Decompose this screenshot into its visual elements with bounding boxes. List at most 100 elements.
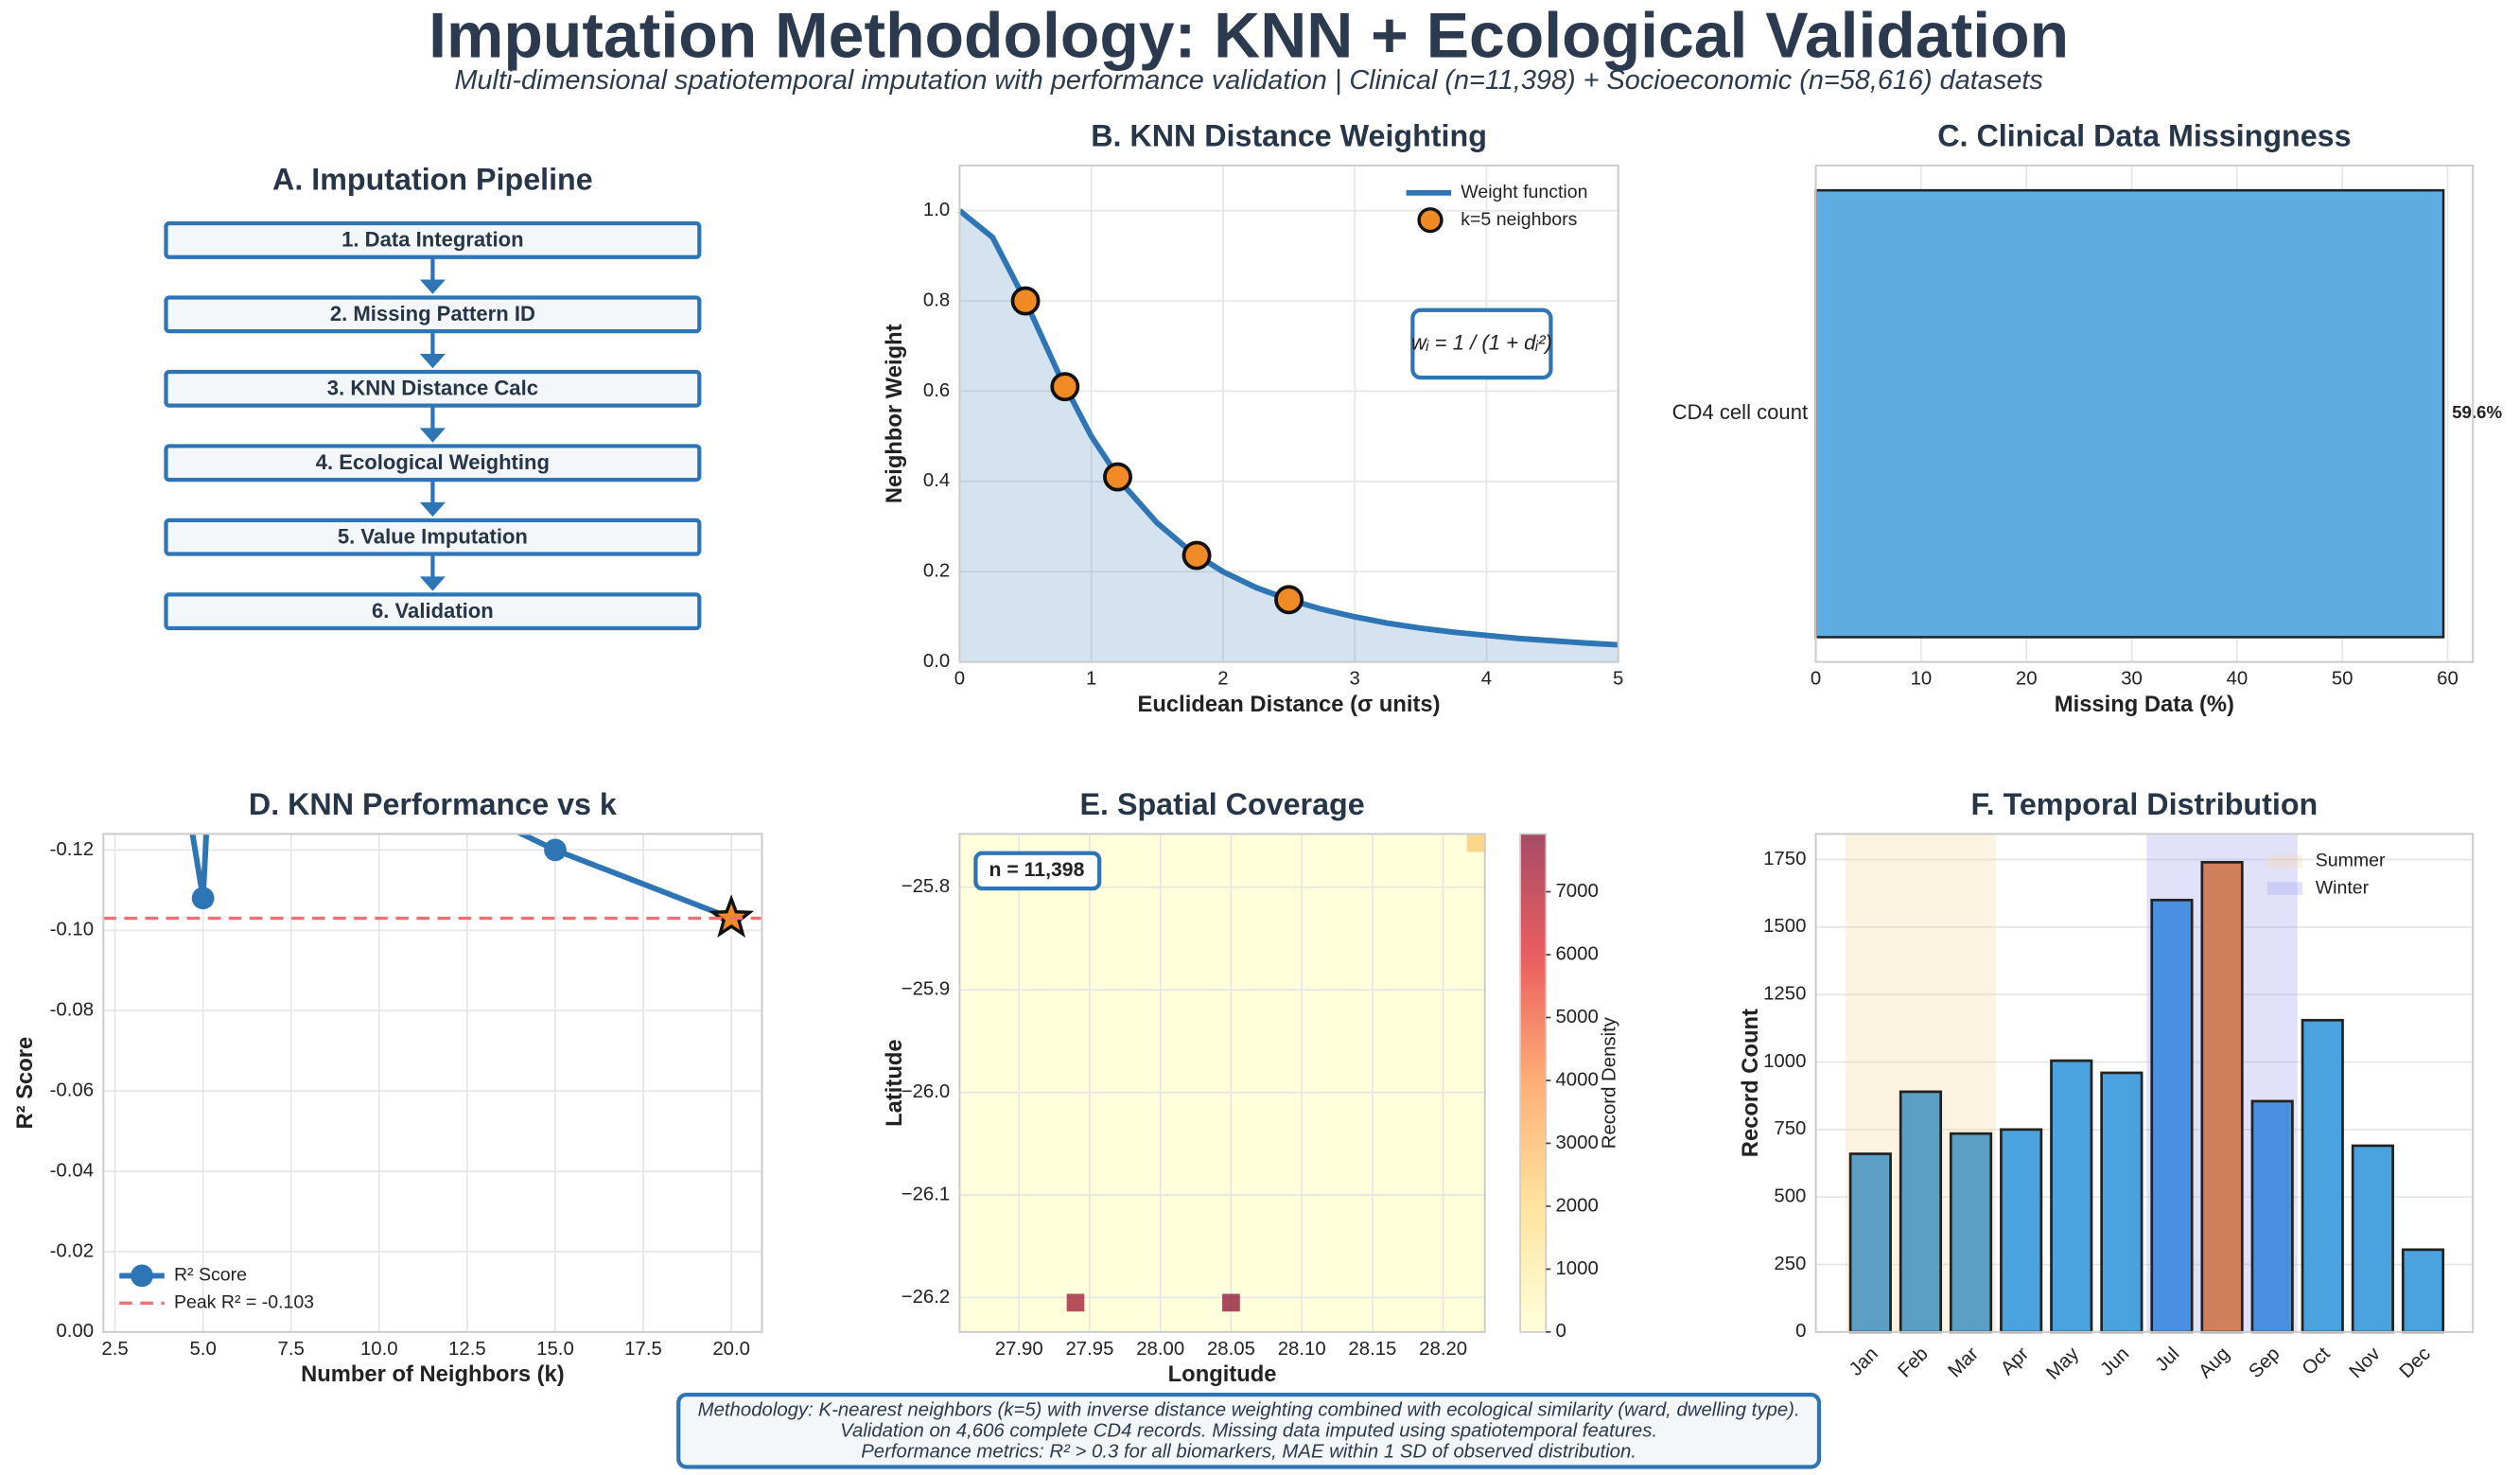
y-tick-label: -0.04	[50, 1160, 94, 1181]
x-tick-label: 2.5	[101, 1339, 128, 1360]
x-tick-label: 7.5	[278, 1339, 305, 1360]
y-tick-label: 0	[1795, 1321, 1806, 1342]
line-point	[368, 754, 391, 777]
x-axis-label: Euclidean Distance (σ units)	[1138, 692, 1441, 717]
footer-line: Performance metrics: R² > 0.3 for all bi…	[861, 1442, 1636, 1463]
legend-label: R² Score	[174, 1265, 247, 1286]
x-tick-label: 40	[2227, 669, 2249, 690]
step-label: 3. KNN Distance Calc	[327, 376, 538, 399]
x-tick-label: Jan	[1846, 1343, 1882, 1380]
bar	[1848, 1152, 1892, 1334]
figure-title: Imputation Methodology: KNN + Ecological…	[429, 0, 2069, 71]
x-tick-label: 27.95	[1065, 1339, 1113, 1360]
x-tick-label: 28.20	[1419, 1339, 1467, 1360]
bar	[2200, 860, 2244, 1334]
annotation: n = 11,398	[989, 859, 1085, 881]
plot-border	[102, 833, 763, 1333]
figure-subtitle: Multi-dimensional spatiotemporal imputat…	[454, 65, 2042, 96]
y-tick-label: 250	[1774, 1254, 1806, 1274]
x-tick-label: 60	[2437, 669, 2459, 690]
y-axis-label: Neighbor Weight	[882, 324, 907, 503]
x-tick-label: 2	[1217, 669, 1228, 690]
y-tick-label: 0.6	[923, 380, 950, 401]
x-tick-label: 50	[2332, 669, 2354, 690]
colorbar-label: Record Density	[1600, 1016, 1620, 1149]
colorbar-tick-label: 2000	[1555, 1195, 1598, 1216]
y-axis-label: Record Count	[1738, 1009, 1763, 1157]
line	[189, 834, 733, 922]
x-tick-label: Nov	[2346, 1343, 2386, 1382]
x-tick-label: 10.0	[360, 1339, 398, 1360]
legend-label: Winter	[2316, 877, 2370, 898]
x-axis-label: Longitude	[1168, 1361, 1277, 1387]
y-tick-label: 1750	[1763, 849, 1806, 869]
x-tick-label: 10	[1911, 669, 1933, 690]
value-label: 59.6%	[2452, 402, 2502, 422]
heatmap-background	[959, 834, 1485, 1332]
plot-border	[958, 164, 1619, 663]
legend-label: Peak R² = -0.103	[174, 1291, 314, 1312]
y-tick-label: -0.12	[50, 839, 94, 860]
step-arrowhead	[419, 576, 446, 591]
legend-marker	[1417, 207, 1444, 234]
heatmap-cell	[1466, 834, 1485, 852]
y-tick-label: 1000	[1763, 1051, 1806, 1072]
x-tick-label: Oct	[2299, 1343, 2335, 1379]
scatter-point	[1181, 540, 1212, 571]
x-tick-label: 28.05	[1207, 1339, 1255, 1360]
colorbar-tick-label: 7000	[1555, 881, 1598, 902]
bar	[2000, 1128, 2043, 1334]
x-tick-label: 28.15	[1348, 1339, 1396, 1360]
bar	[2100, 1071, 2144, 1334]
panel-title: E. Spatial Coverage	[1080, 787, 1365, 821]
x-tick-label: 5	[1613, 669, 1623, 690]
bar	[1814, 188, 2445, 639]
y-tick-label: −26.2	[901, 1287, 951, 1308]
x-tick-label: 12.5	[448, 1339, 486, 1360]
annotation-box	[973, 851, 1102, 891]
x-tick-label: 30	[2121, 669, 2143, 690]
step-label: 1. Data Integration	[341, 228, 523, 252]
legend-patch	[2266, 854, 2303, 869]
x-tick-label: Jun	[2097, 1343, 2134, 1380]
bar	[2050, 1059, 2093, 1334]
y-tick-label: 0.2	[923, 561, 950, 582]
y-tick-label: 0.0	[923, 651, 950, 672]
y-tick-label: −26.0	[901, 1081, 951, 1102]
x-tick-label: 20.0	[712, 1339, 750, 1360]
panel-title: B. KNN Distance Weighting	[1091, 119, 1487, 153]
bar	[2351, 1144, 2394, 1334]
y-tick-label: 750	[1774, 1118, 1806, 1139]
bar	[2301, 1018, 2344, 1334]
bar	[1949, 1132, 1993, 1334]
legend-label: Summer	[2316, 850, 2386, 870]
line-point	[121, 457, 144, 480]
bar	[2150, 898, 2194, 1334]
step-label: 2. Missing Pattern ID	[330, 302, 535, 325]
step-arrowhead	[419, 501, 446, 518]
x-axis-label: Missing Data (%)	[2055, 692, 2234, 717]
colorbar-tick-label: 5000	[1555, 1007, 1598, 1027]
x-tick-label: 0	[1811, 669, 1821, 690]
line-point	[191, 887, 215, 910]
step-box	[164, 592, 702, 631]
step-label: 5. Value Imputation	[338, 524, 528, 548]
heatmap-cell	[1066, 1293, 1085, 1312]
x-tick-label: 5.0	[189, 1339, 216, 1360]
x-tick-label: Aug	[2195, 1343, 2233, 1382]
x-tick-label: 1	[1086, 669, 1096, 690]
bar	[1899, 1090, 1943, 1334]
plot-border	[1814, 833, 2475, 1333]
colorbar-tick-label: 6000	[1555, 943, 1598, 964]
colorbar	[1519, 833, 1548, 1333]
y-axis-label: Latitude	[882, 1039, 907, 1126]
y-tick-label: -0.02	[50, 1240, 94, 1261]
scatter-point	[1010, 286, 1041, 316]
panel-title: F. Temporal Distribution	[1971, 787, 2319, 821]
annotation-box	[1410, 307, 1553, 380]
legend-patch	[2266, 882, 2303, 895]
scatter-point	[1274, 585, 1304, 615]
x-tick-label: Mar	[1945, 1343, 1984, 1382]
step-arrowhead	[419, 353, 446, 369]
x-tick-label: 20	[2016, 669, 2038, 690]
